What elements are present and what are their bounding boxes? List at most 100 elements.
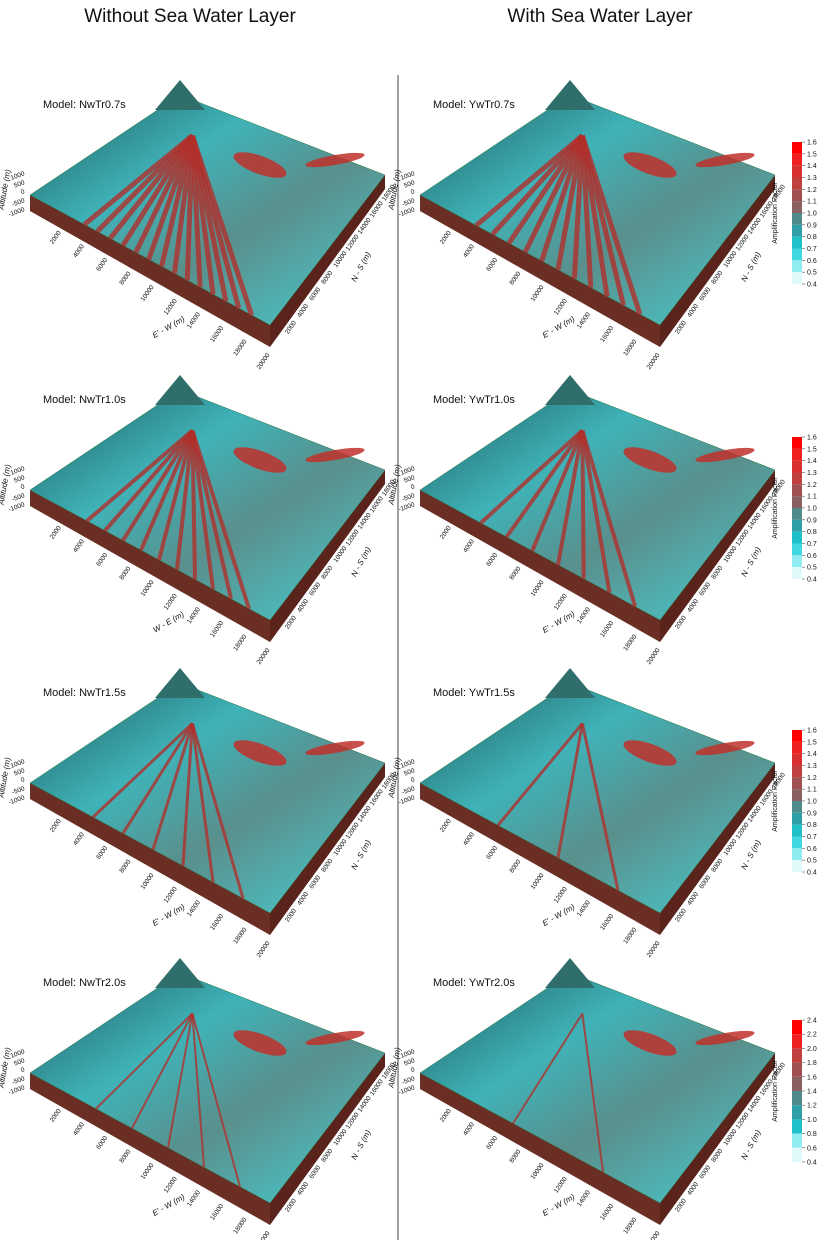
model-label: Model: NwTr2.0s <box>43 977 126 989</box>
ew-tick: 12000 <box>163 1175 179 1194</box>
colorbar-tick-label: 1.3 <box>807 175 817 182</box>
colorbar-segment <box>792 1020 802 1034</box>
colorbar-segment <box>792 766 802 778</box>
ew-tick: 18000 <box>232 1216 248 1235</box>
colorbar-segment <box>792 1063 802 1077</box>
altitude-tick: -1000 <box>398 206 416 218</box>
colorbar-segment <box>792 730 802 742</box>
terrain-top <box>420 390 775 620</box>
colorbar-tick-label: 1.2 <box>807 775 817 782</box>
altitude-label: Altitude (m) <box>0 463 13 506</box>
ew-tick: 20000 <box>646 940 662 959</box>
figure: Without Sea Water Layer With Sea Water L… <box>0 0 830 1240</box>
colorbar-tick-label: 1.1 <box>807 199 817 206</box>
altitude-label: Altitude (m) <box>0 1046 13 1089</box>
altitude-tick: 0 <box>20 776 26 784</box>
ns-label: N - S (m) <box>739 250 762 283</box>
ew-label: E' - W (m) <box>151 1192 187 1218</box>
colorbar-segment <box>792 1119 802 1133</box>
ew-tick: 12000 <box>553 297 569 316</box>
ew-label: E' - W (m) <box>151 902 187 928</box>
altitude-label: Altitude (m) <box>0 756 13 799</box>
colorbar-segment <box>792 567 802 579</box>
altitude-tick: 0 <box>410 188 416 196</box>
colorbar-tick-label: 0.7 <box>807 834 817 841</box>
peak <box>545 375 595 405</box>
ew-tick: 10000 <box>140 284 156 303</box>
ew-tick: 12000 <box>163 592 179 611</box>
ew-tick: 14000 <box>186 1189 202 1208</box>
colorbar-tick-label: 1.8 <box>807 1060 817 1067</box>
ew-tick: 10000 <box>530 579 546 598</box>
column-title: Without Sea Water Layer <box>84 6 296 27</box>
ew-tick: 16000 <box>209 1203 225 1222</box>
ns-label: N - S (m) <box>349 838 372 871</box>
colorbar-tick-label: 1.0 <box>807 211 817 218</box>
colorbar-segment <box>792 484 802 496</box>
ew-tick: 2000 <box>49 1107 63 1123</box>
ew-tick: 12000 <box>163 297 179 316</box>
colorbar-tick-label: 0.8 <box>807 529 817 536</box>
ew-tick: 2000 <box>439 817 453 833</box>
colorbar-segment <box>792 825 802 837</box>
altitude-tick: -500 <box>11 785 26 796</box>
colorbar-tick-label: 0.6 <box>807 846 817 853</box>
colorbar-segment <box>792 437 802 449</box>
ew-label: W - E (m) <box>152 610 186 635</box>
ew-tick: 4000 <box>72 243 86 259</box>
colorbar-segment <box>792 189 802 201</box>
ew-tick: 8000 <box>508 565 522 581</box>
colorbar-tick-label: 1.0 <box>807 799 817 806</box>
colorbar-tick-label: 1.3 <box>807 470 817 477</box>
ew-tick: 6000 <box>485 552 499 568</box>
peak <box>545 668 595 698</box>
ew-tick: 2000 <box>49 229 63 245</box>
ew-tick: 8000 <box>118 270 132 286</box>
ew-tick: 14000 <box>186 606 202 625</box>
ew-tick: 4000 <box>462 243 476 259</box>
colorbar-tick-label: 0.7 <box>807 541 817 548</box>
ew-tick: 6000 <box>485 1135 499 1151</box>
terrain-panel: Model: YwTr2.0s10005000-500-1000Altitude… <box>386 958 787 1240</box>
colorbar-tick-label: 1.3 <box>807 763 817 770</box>
colorbar-segment <box>792 237 802 249</box>
ew-tick: 18000 <box>232 633 248 652</box>
ew-tick: 2000 <box>49 817 63 833</box>
colorbar-segment <box>792 508 802 520</box>
colorbar-segment <box>792 496 802 508</box>
ew-tick: 14000 <box>186 311 202 330</box>
ew-tick: 10000 <box>140 1162 156 1181</box>
colorbar-segment <box>792 201 802 213</box>
colorbar-segment <box>792 449 802 461</box>
ew-tick: 4000 <box>462 831 476 847</box>
colorbar-segment <box>792 272 802 284</box>
colorbar-segment <box>792 142 802 154</box>
altitude-tick: -1000 <box>8 206 26 218</box>
colorbar-tick-label: 0.9 <box>807 222 817 229</box>
colorbar-segment <box>792 813 802 825</box>
model-label: Model: YwTr1.0s <box>433 394 515 406</box>
colorbar-segment <box>792 1105 802 1119</box>
ew-tick: 6000 <box>485 845 499 861</box>
colorbar-segment <box>792 154 802 166</box>
colorbar-tick-label: 0.6 <box>807 258 817 265</box>
colorbar-tick-label: 0.5 <box>807 565 817 572</box>
altitude-tick: -500 <box>11 1075 26 1086</box>
colorbar-segment <box>792 520 802 532</box>
ew-tick: 20000 <box>646 352 662 371</box>
ew-tick: 12000 <box>553 1175 569 1194</box>
colorbar-tick-label: 0.6 <box>807 1145 817 1152</box>
altitude-tick: -500 <box>401 1075 416 1086</box>
colorbar-label: Amplification Factor <box>772 477 779 539</box>
colorbar-segment <box>792 555 802 567</box>
model-label: Model: NwTr1.0s <box>43 394 126 406</box>
colorbar-tick-label: 0.8 <box>807 1131 817 1138</box>
ns-label: N - S (m) <box>349 250 372 283</box>
terrain-panel: Model: NwTr2.0s10005000-500-1000Altitude… <box>0 958 397 1240</box>
ew-tick: 10000 <box>530 284 546 303</box>
terrain-panel: Model: YwTr1.5s10005000-500-1000Altitude… <box>386 668 787 959</box>
colorbar-tick-label: 1.2 <box>807 187 817 194</box>
colorbar-tick-label: 1.4 <box>807 1089 817 1096</box>
colorbar-segment <box>792 1048 802 1062</box>
colorbar-tick-label: 0.9 <box>807 810 817 817</box>
